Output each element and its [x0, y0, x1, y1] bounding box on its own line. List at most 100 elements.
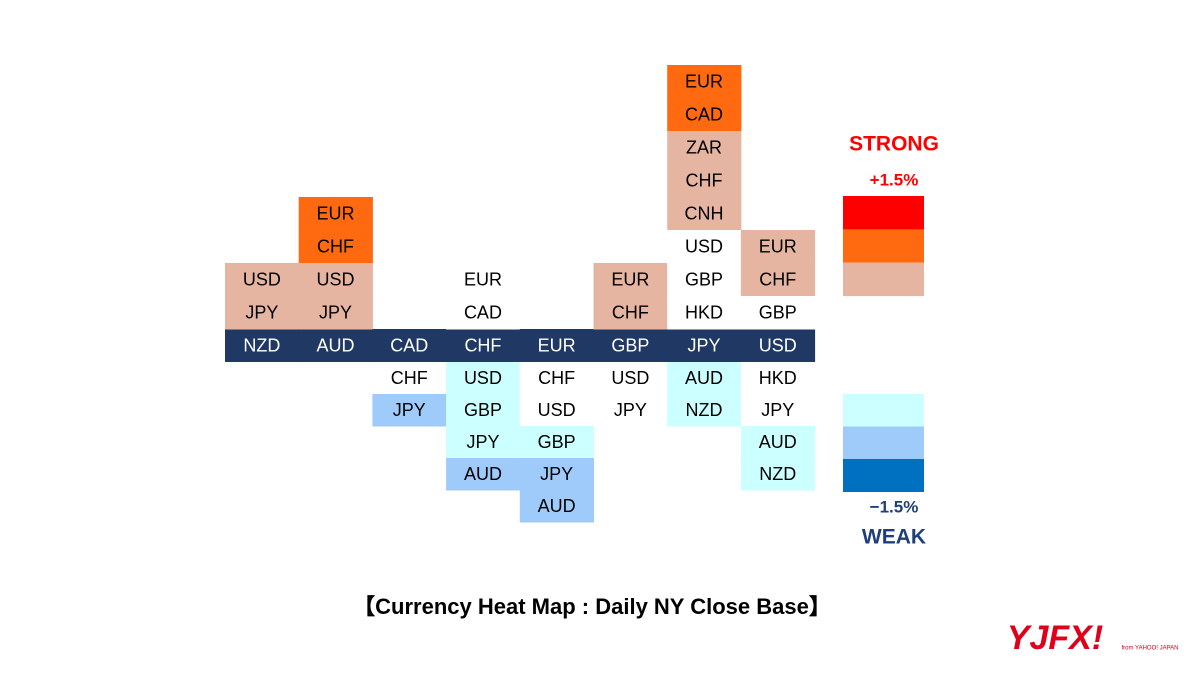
legend-swatch — [843, 196, 924, 230]
caption: 【Currency Heat Map : Daily NY Close Base… — [353, 594, 831, 619]
cell-label: JPY — [393, 400, 426, 420]
cell-label: CNH — [685, 203, 724, 223]
cell — [740, 362, 816, 395]
cell-label: AUD — [538, 496, 576, 516]
legend-swatch — [843, 426, 924, 460]
cell-label: EUR — [464, 269, 502, 289]
base-label: NZD — [243, 335, 280, 355]
cell — [667, 164, 742, 198]
logo-from: from YAHOO! JAPAN — [1121, 646, 1178, 652]
cell — [593, 362, 668, 395]
cell — [667, 263, 742, 297]
cell — [593, 263, 668, 297]
cell-label: JPY — [761, 400, 794, 420]
legend-swatch — [843, 262, 924, 297]
base-cell — [740, 329, 816, 362]
cell — [446, 296, 521, 330]
cell-label: EUR — [611, 269, 649, 289]
cell — [740, 296, 816, 330]
cell — [225, 263, 300, 297]
logo-brand: YJFX! — [1007, 619, 1103, 657]
cell — [740, 426, 816, 459]
cell — [446, 394, 521, 427]
cell — [667, 65, 742, 99]
cell-label: EUR — [759, 236, 797, 256]
cell — [667, 197, 742, 231]
strong-label: STRONG — [849, 133, 939, 156]
cell-label: EUR — [685, 71, 723, 91]
base-label: AUD — [317, 335, 355, 355]
cell-label: AUD — [464, 464, 502, 484]
cell — [740, 458, 816, 491]
cell — [519, 490, 594, 523]
cell — [740, 263, 816, 297]
cell-label: USD — [611, 368, 649, 388]
cell-label: HKD — [685, 302, 723, 322]
cell — [667, 394, 742, 427]
cell-label: JPY — [245, 302, 278, 322]
cell-label: AUD — [759, 432, 797, 452]
strong-value: +1.5% — [870, 170, 919, 189]
cell-label: CHF — [391, 368, 428, 388]
cell-label: USD — [464, 368, 502, 388]
cell-label: USD — [317, 269, 355, 289]
base-label: EUR — [538, 335, 576, 355]
cell — [372, 394, 447, 427]
cell — [667, 131, 742, 165]
cell — [519, 394, 594, 427]
cell — [446, 263, 521, 297]
cell-label: CHF — [612, 302, 649, 322]
cell-label: GBP — [759, 302, 797, 322]
cell — [298, 263, 373, 297]
cell — [446, 362, 521, 395]
cell-label: CAD — [685, 104, 723, 124]
cell-label: GBP — [538, 432, 576, 452]
cell — [667, 362, 742, 395]
cell — [446, 426, 521, 459]
cell-label: GBP — [685, 269, 723, 289]
cell-label: ZAR — [686, 137, 722, 157]
base-cell — [298, 329, 373, 362]
base-label: USD — [759, 335, 797, 355]
base-cell — [667, 329, 742, 362]
cell-label: HKD — [759, 368, 797, 388]
cell-label: JPY — [614, 400, 647, 420]
weak-label: WEAK — [862, 526, 926, 549]
cell-label: CHF — [759, 269, 796, 289]
cell-label: NZD — [686, 400, 723, 420]
legend-swatch — [843, 394, 924, 427]
base-cell — [225, 329, 300, 362]
cell-label: JPY — [466, 432, 499, 452]
cell — [667, 230, 742, 264]
weak-value: −1.5% — [870, 497, 919, 516]
cell — [298, 296, 373, 330]
cell — [298, 197, 373, 231]
cell — [372, 362, 447, 395]
base-cell — [446, 329, 521, 362]
cell — [740, 230, 816, 264]
cell-label: JPY — [319, 302, 352, 322]
cell — [519, 362, 594, 395]
cell-label: USD — [685, 236, 723, 256]
cell-label: JPY — [540, 464, 573, 484]
cell — [225, 296, 300, 330]
base-cell — [372, 329, 447, 362]
cell — [519, 426, 594, 459]
cell-label: GBP — [464, 400, 502, 420]
cell-label: CHF — [686, 170, 723, 190]
cell-label: AUD — [685, 368, 723, 388]
legend-swatch — [843, 459, 924, 492]
base-label: GBP — [611, 335, 649, 355]
cell-label: CHF — [317, 236, 354, 256]
cell-label: USD — [243, 269, 281, 289]
base-label: CAD — [390, 335, 428, 355]
cell-label: NZD — [759, 464, 796, 484]
base-cell — [593, 329, 668, 362]
legend-swatch — [843, 229, 924, 263]
cell — [667, 98, 742, 132]
cell-label: CHF — [538, 368, 575, 388]
cell-label: USD — [538, 400, 576, 420]
cell — [593, 296, 668, 330]
